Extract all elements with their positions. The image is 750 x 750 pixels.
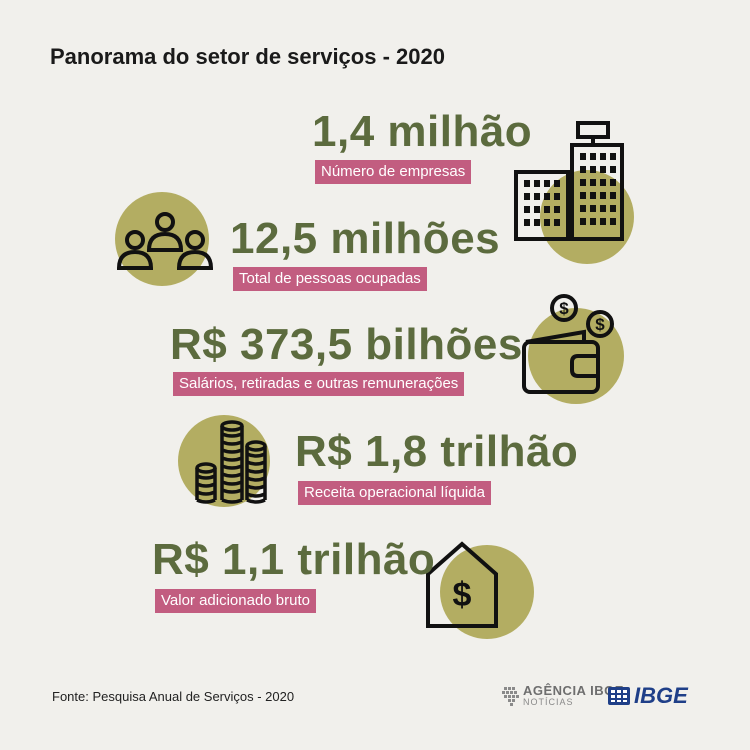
- stat-value-pessoas: 12,5 milhões: [230, 214, 501, 263]
- agencia-ibge-logo: AGÊNCIA IBGE NOTÍCIAS: [502, 684, 624, 708]
- stat-label-salarios: Salários, retiradas e outras remuneraçõe…: [173, 372, 465, 396]
- icon-circle-people: [115, 192, 209, 286]
- agencia-sub: NOTÍCIAS: [523, 697, 574, 707]
- wallet-icon: $ $: [522, 294, 614, 394]
- ibge-wordmark: IBGE: [634, 683, 688, 708]
- house-dollar-icon: $: [426, 541, 498, 628]
- brazil-map-icon: [502, 687, 519, 706]
- svg-text:$: $: [595, 315, 605, 334]
- stat-label-valor-adicionado: Valor adicionado bruto: [155, 589, 316, 613]
- stat-label-pessoas: Total de pessoas ocupadas: [233, 267, 427, 291]
- stat-value-valor-adicionado: R$ 1,1 trilhão: [152, 535, 436, 584]
- svg-text:$: $: [453, 576, 472, 614]
- stat-value-empresas: 1,4 milhão: [312, 107, 533, 156]
- coins-icon: [195, 420, 267, 504]
- svg-text:$: $: [559, 299, 569, 318]
- stat-value-salarios: R$ 373,5 bilhões: [170, 320, 523, 369]
- ibge-flag-icon: [608, 687, 630, 705]
- page-title: Panorama do setor de serviços - 2020: [50, 44, 445, 69]
- ibge-logo: IBGE: [608, 684, 688, 708]
- buildings-icon: [514, 121, 624, 241]
- icon-circle-house: [440, 545, 534, 639]
- stat-label-empresas: Número de empresas: [315, 160, 472, 184]
- stat-label-receita: Receita operacional líquida: [298, 481, 491, 505]
- agencia-name: AGÊNCIA IBGE: [523, 683, 624, 698]
- source-note: Fonte: Pesquisa Anual de Serviços - 2020: [52, 689, 295, 704]
- people-icon: [116, 212, 214, 270]
- stat-value-receita: R$ 1,8 trilhão: [295, 427, 579, 476]
